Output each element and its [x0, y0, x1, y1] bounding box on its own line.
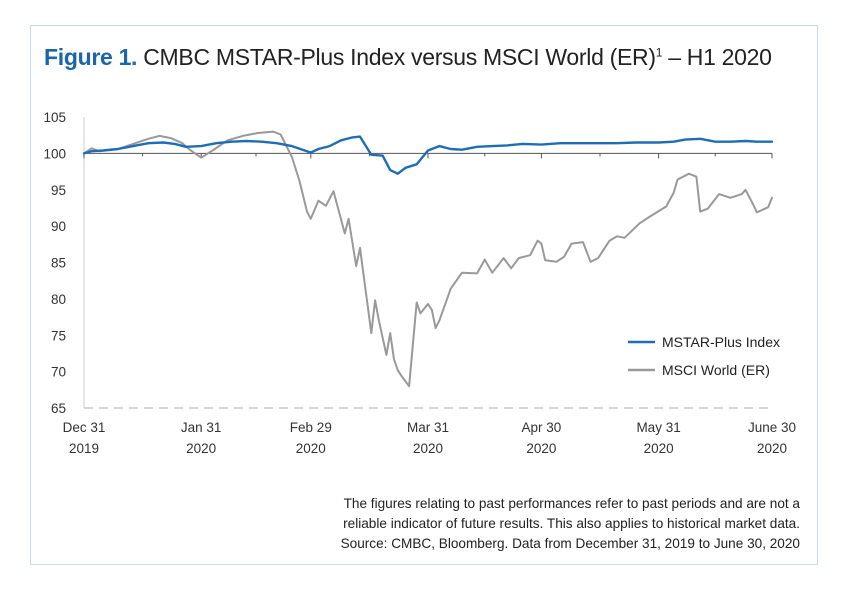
- mstar-plus-series-line: [82, 135, 774, 175]
- y-tick-label: 75: [51, 328, 66, 343]
- figure-label: Figure 1.: [44, 44, 138, 70]
- x-tick-year-label: 2020: [413, 441, 443, 456]
- x-tick-year-label: 2020: [644, 441, 674, 456]
- disclaimer-note: The figures relating to past performance…: [280, 494, 800, 554]
- x-tick-label: Dec 31: [63, 420, 106, 435]
- x-tick-label: Mar 31: [407, 420, 449, 435]
- y-tick-label: 95: [51, 183, 66, 198]
- note-line-3: Source: CMBC, Bloomberg. Data from Decem…: [340, 536, 800, 551]
- y-tick-label: 90: [51, 219, 66, 234]
- chart-frame: [30, 25, 818, 565]
- y-tick-label: 105: [43, 110, 66, 125]
- x-tick-label: Feb 29: [290, 420, 332, 435]
- y-tick-label: 65: [51, 401, 66, 416]
- msci-world-series-line: [83, 130, 773, 388]
- legend-label-mstar: MSTAR-Plus Index: [662, 334, 780, 350]
- x-tick-year-label: 2020: [186, 441, 216, 456]
- note-line-2: reliable indicator of future results. Th…: [343, 516, 800, 531]
- y-tick-label: 70: [51, 365, 66, 380]
- x-tick-year-label: 2019: [69, 441, 99, 456]
- x-tick-year-label: 2020: [296, 441, 326, 456]
- x-tick-label: June 30: [748, 420, 796, 435]
- y-tick-label: 80: [51, 292, 66, 307]
- title-text: CMBC MSTAR-Plus Index versus MSCI World …: [143, 44, 656, 70]
- legend-label-msci: MSCI World (ER): [662, 362, 770, 378]
- chart-title: Figure 1. CMBC MSTAR-Plus Index versus M…: [44, 44, 772, 71]
- x-tick-label: May 31: [636, 420, 680, 435]
- footnote-mark: 1: [655, 45, 663, 60]
- x-tick-label: Apr 30: [522, 420, 562, 435]
- note-line-1: The figures relating to past performance…: [343, 496, 800, 511]
- y-tick-label: 85: [51, 256, 66, 271]
- title-suffix: – H1 2020: [662, 44, 772, 70]
- y-tick-label: 100: [43, 146, 66, 161]
- x-tick-label: Jan 31: [181, 420, 222, 435]
- x-tick-year-label: 2020: [526, 441, 556, 456]
- x-tick-year-label: 2020: [757, 441, 787, 456]
